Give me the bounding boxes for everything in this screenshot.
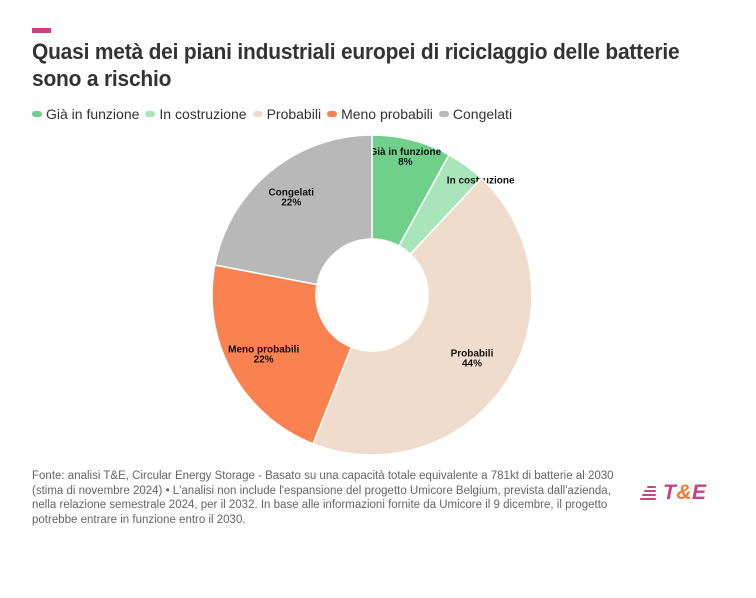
te-logo: T&E [640, 481, 707, 505]
slice-label-name: Probabili [451, 348, 494, 359]
legend-swatch [145, 111, 156, 117]
legend-swatch [32, 111, 42, 117]
slice-meno-probabili[interactable] [211, 264, 353, 445]
slice-label-value: 22% [254, 355, 274, 366]
source-note: Fonte: analisi T&E, Circular Energy Stor… [32, 470, 614, 526]
legend-item[interactable]: Già in funzione [32, 106, 139, 122]
legend-item[interactable]: Congelati [438, 106, 513, 122]
logo-e: E [692, 481, 707, 504]
accent-bar [32, 28, 51, 33]
slice-label-name: Già in funzione [369, 147, 441, 158]
legend-swatch [327, 111, 338, 117]
legend-swatch [252, 111, 263, 117]
stacked-lines-icon [640, 485, 656, 501]
legend-item[interactable]: In costruzione [145, 106, 247, 122]
logo-t: T [663, 481, 677, 504]
legend-label: Probabili [266, 106, 322, 122]
slice-label-value: 8% [398, 157, 413, 168]
legend-label: Meno probabili [341, 106, 433, 122]
slice-label-value: 44% [462, 358, 482, 369]
slice-label-name: Congelati [268, 187, 314, 198]
legend-label: In costruzione [159, 106, 247, 122]
legend: Già in funzione In costruzione Probabili Me… [32, 106, 518, 122]
legend-item[interactable]: Probabili [252, 106, 322, 122]
logo-text: T&E [663, 481, 707, 505]
slice-probabili[interactable] [312, 177, 533, 456]
legend-swatch [438, 111, 449, 117]
legend-label: Già in funzione [46, 106, 140, 122]
legend-item[interactable]: Meno probabili [327, 106, 433, 122]
logo-ampersand: & [676, 481, 692, 504]
slice-label-name: Meno probabili [228, 345, 299, 356]
chart-title: Quasi metà dei piani industriali europei… [32, 39, 680, 91]
slice-label-value: 22% [281, 197, 301, 208]
legend-label: Congelati [452, 106, 513, 122]
slice-congelati[interactable] [213, 134, 373, 286]
